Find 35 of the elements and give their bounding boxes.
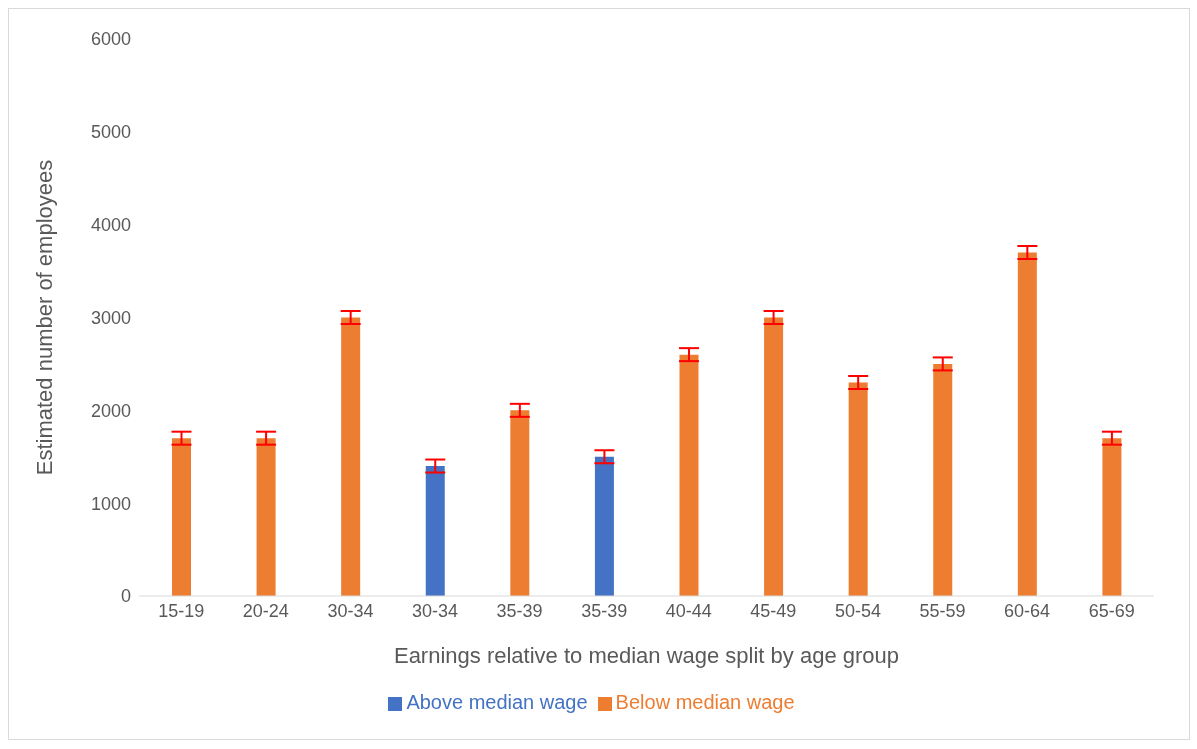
y-tick-label: 4000 xyxy=(90,215,131,236)
x-axis-title: Earnings relative to median wage split by age group xyxy=(393,643,900,668)
x-tick-label: 45-49 xyxy=(750,600,797,621)
x-tick-label: 65-69 xyxy=(1088,600,1135,621)
y-tick-label: 3000 xyxy=(90,307,131,328)
y-tick-label: 2000 xyxy=(90,400,131,421)
bar xyxy=(933,363,953,596)
bar xyxy=(510,410,530,596)
bar xyxy=(425,466,445,596)
x-tick-label: 60-64 xyxy=(1004,600,1051,621)
x-tick-label: 35-39 xyxy=(496,600,543,621)
y-axis-title: Estimated number of employees xyxy=(31,159,57,476)
bar xyxy=(172,438,191,596)
x-tick-label: 15-19 xyxy=(158,600,205,621)
x-tick-label: 30-34 xyxy=(327,600,374,621)
y-tick-label: 5000 xyxy=(90,122,131,143)
bar xyxy=(848,382,868,596)
x-tick-label: 30-34 xyxy=(412,600,459,621)
bar xyxy=(256,438,276,596)
legend-label: Above median wage xyxy=(406,691,588,713)
x-tick-label: 40-44 xyxy=(665,600,712,621)
x-tick-label: 35-39 xyxy=(581,600,628,621)
bar xyxy=(1017,252,1037,596)
y-tick-label: 6000 xyxy=(90,29,131,50)
x-tick-label: 55-59 xyxy=(919,600,966,621)
x-tick-label: 20-24 xyxy=(242,600,289,621)
x-tick-label: 50-54 xyxy=(834,600,881,621)
bar xyxy=(341,317,361,596)
bar xyxy=(1102,438,1122,596)
legend-label: Below median wage xyxy=(615,691,795,713)
y-tick-label: 0 xyxy=(120,586,131,607)
y-tick-label: 1000 xyxy=(90,493,131,514)
bar xyxy=(594,456,614,596)
bar xyxy=(679,354,699,596)
bar xyxy=(764,317,784,596)
